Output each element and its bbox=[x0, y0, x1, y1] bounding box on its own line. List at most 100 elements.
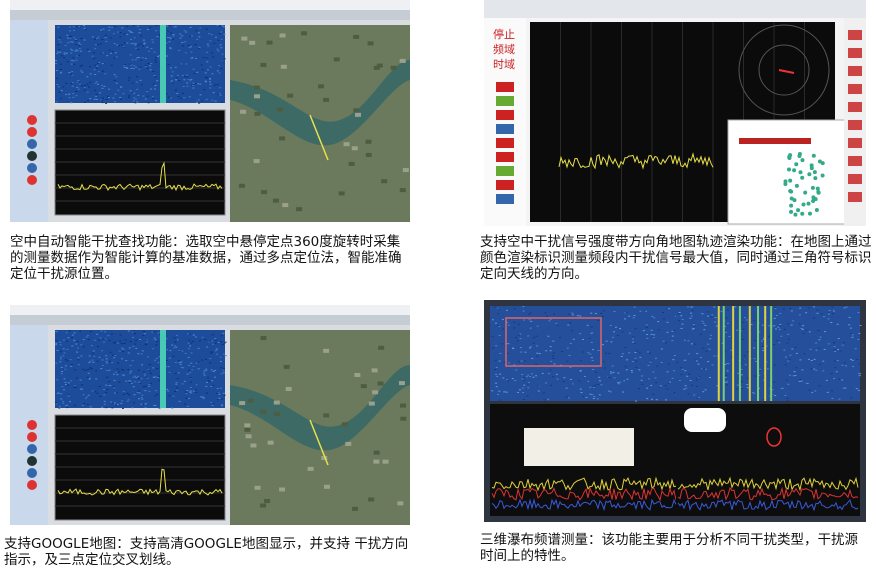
waterfall-pixel bbox=[808, 389, 811, 391]
waterfall-pixel bbox=[174, 361, 177, 363]
waterfall-pixel bbox=[582, 395, 585, 397]
waterfall-pixel bbox=[76, 55, 79, 57]
waterfall-pixel bbox=[503, 361, 506, 363]
waterfall-pixel bbox=[154, 405, 157, 407]
waterfall-pixel bbox=[611, 365, 614, 367]
waterfall-pixel bbox=[209, 362, 212, 364]
waterfall-pixel bbox=[148, 364, 151, 366]
waterfall-pixel bbox=[130, 64, 133, 66]
waterfall-pixel bbox=[116, 342, 119, 344]
waterfall-pixel bbox=[121, 407, 124, 409]
waterfall-pixel bbox=[747, 351, 750, 353]
waterfall-pixel bbox=[624, 312, 627, 314]
waterfall-pixel bbox=[716, 355, 719, 357]
waterfall-pixel bbox=[857, 338, 860, 340]
waterfall-pixel bbox=[129, 54, 132, 56]
waterfall-pixel bbox=[100, 368, 103, 370]
waterfall-pixel bbox=[547, 335, 550, 337]
waterfall-pixel bbox=[128, 372, 131, 374]
waterfall-pixel bbox=[195, 82, 198, 84]
waterfall-pixel bbox=[76, 351, 79, 353]
waterfall-pixel bbox=[115, 371, 118, 373]
waterfall-pixel bbox=[784, 364, 787, 366]
waterfall-pixel bbox=[849, 327, 852, 329]
waterfall-pixel bbox=[94, 73, 97, 75]
waterfall-pixel bbox=[104, 34, 107, 36]
track-point bbox=[803, 190, 808, 195]
waterfall-pixel bbox=[521, 374, 524, 376]
map-block bbox=[397, 501, 404, 506]
waterfall-pixel bbox=[210, 369, 213, 371]
waterfall-pixel bbox=[120, 368, 123, 370]
waterfall-pixel bbox=[774, 395, 777, 397]
river bbox=[230, 60, 410, 146]
waterfall-pixel bbox=[503, 391, 506, 393]
tool-icon bbox=[27, 163, 37, 173]
waterfall-pixel bbox=[105, 384, 108, 386]
waterfall-pixel bbox=[221, 53, 224, 55]
panel: 停止 频域 时域 支持空中干扰信号强度带方向角地图轨迹渲染功能：在地图上通过颜色渲染… bbox=[440, 0, 876, 300]
waterfall-pixel bbox=[592, 368, 595, 370]
waterfall-pixel bbox=[833, 346, 836, 348]
waterfall-pixel bbox=[835, 371, 838, 373]
spectrum-trace bbox=[558, 152, 714, 170]
waterfall-pixel bbox=[666, 371, 669, 373]
waterfall-pixel bbox=[194, 43, 197, 45]
waterfall-pixel bbox=[64, 381, 67, 383]
waterfall-pixel bbox=[192, 340, 195, 342]
waterfall-pixel bbox=[532, 342, 535, 344]
waterfall-pixel bbox=[497, 313, 500, 315]
waterfall-pixel bbox=[721, 342, 724, 344]
tool-icon bbox=[496, 180, 514, 190]
waterfall-pixel bbox=[167, 63, 170, 65]
waterfall-pixel bbox=[222, 369, 225, 371]
waterfall-pixel bbox=[139, 79, 142, 81]
waterfall-pixel bbox=[127, 399, 130, 401]
waterfall-pixel bbox=[67, 395, 70, 397]
map-block bbox=[254, 485, 261, 490]
waterfall-pixel bbox=[621, 331, 624, 333]
track-point bbox=[814, 208, 819, 213]
waterfall-pixel bbox=[66, 34, 69, 36]
waterfall-pixel bbox=[98, 339, 101, 341]
waterfall-pixel bbox=[78, 83, 81, 85]
spectrum-trace bbox=[57, 161, 223, 192]
waterfall-pixel bbox=[709, 376, 712, 378]
waterfall-pixel bbox=[131, 32, 134, 34]
waterfall-pixel bbox=[62, 348, 65, 350]
waterfall-pixel bbox=[184, 352, 187, 354]
waterfall-pixel bbox=[115, 76, 118, 78]
waterfall-pixel bbox=[783, 328, 786, 330]
waterfall-pixel bbox=[556, 378, 559, 380]
map-block bbox=[276, 107, 283, 112]
waterfall-pixel bbox=[220, 387, 223, 389]
waterfall-pixel bbox=[130, 382, 133, 384]
waterfall-pixel bbox=[60, 89, 63, 91]
waterfall-pixel bbox=[167, 96, 170, 98]
waterfall-pixel bbox=[758, 374, 761, 376]
map-block bbox=[368, 401, 375, 406]
waterfall-pixel bbox=[109, 37, 112, 39]
waterfall-pixel bbox=[591, 359, 594, 361]
waterfall-pixel bbox=[842, 306, 845, 308]
waterfall-pixel bbox=[103, 403, 106, 405]
signal-stripe bbox=[748, 306, 751, 401]
waterfall-pixel bbox=[531, 357, 534, 359]
waterfall-pixel bbox=[201, 336, 204, 338]
map-block bbox=[266, 40, 273, 45]
waterfall-pixel bbox=[538, 353, 541, 355]
waterfall-pixel bbox=[79, 70, 82, 72]
map-block bbox=[282, 203, 289, 208]
waterfall-pixel bbox=[799, 379, 802, 381]
waterfall-pixel bbox=[701, 368, 704, 370]
waterfall-pixel bbox=[155, 357, 158, 359]
waterfall-pixel bbox=[690, 315, 693, 317]
waterfall-pixel bbox=[111, 51, 114, 53]
waterfall-pixel bbox=[125, 360, 128, 362]
waterfall-pixel bbox=[113, 402, 116, 404]
waterfall-pixel bbox=[67, 337, 70, 339]
waterfall-pixel bbox=[135, 66, 138, 68]
waterfall-pixel bbox=[813, 368, 816, 370]
screenshot bbox=[484, 300, 866, 522]
waterfall-pixel bbox=[754, 375, 757, 377]
